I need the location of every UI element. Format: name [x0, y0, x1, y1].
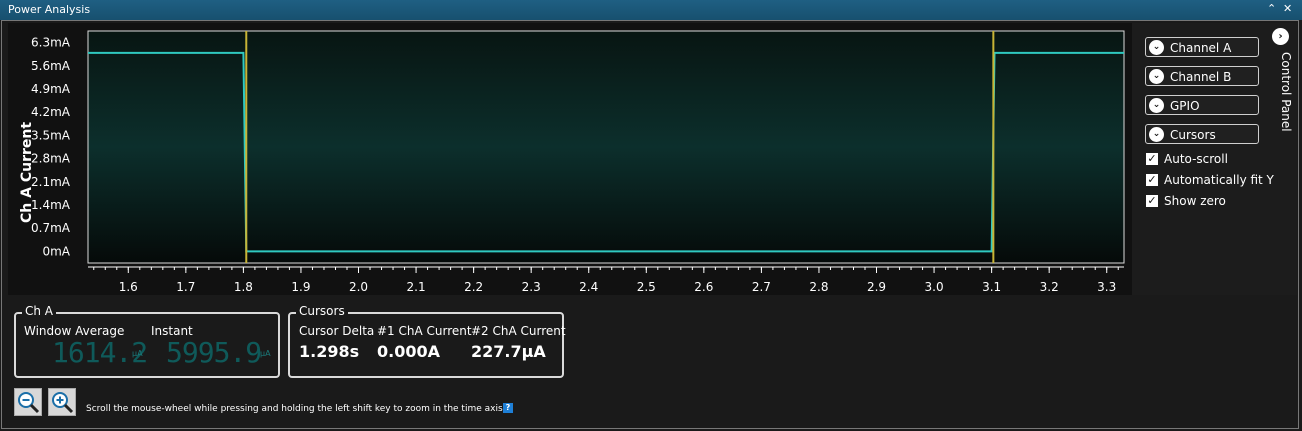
chevron-down-icon: ⌄: [1149, 69, 1164, 84]
x-tick-label: 2.0: [349, 280, 368, 294]
zoom-out-icon: [18, 392, 40, 414]
x-tick-label: 3.0: [925, 280, 944, 294]
window-average-value: 1614.2: [52, 336, 148, 369]
y-tick-label: 2.1mA: [31, 175, 71, 189]
x-tick-label: 2.6: [694, 280, 713, 294]
x-tick-label: 1.6: [119, 280, 138, 294]
chart-area[interactable]: 6.3mA 5.6mA 4.9mA 4.2mA 3.5mA 2.8mA 2.1mA 1.4mA…: [8, 23, 1132, 295]
cursor2-current-label: #2 ChA Current: [471, 324, 566, 338]
x-tick-label: 2.3: [522, 280, 541, 294]
channel-a-label: Channel A: [1170, 41, 1232, 55]
instant-value: 5995.9: [166, 336, 262, 369]
zoom-hint-text: Scroll the mouse-wheel while pressing an…: [86, 404, 506, 414]
auto-fit-y-label: Automatically fit Y: [1164, 173, 1274, 187]
chevron-down-icon: ⌄: [1149, 40, 1164, 55]
y-tick-label: 4.2mA: [31, 105, 71, 119]
current-chart[interactable]: 6.3mA 5.6mA 4.9mA 4.2mA 3.5mA 2.8mA 2.1mA 1.4mA…: [8, 23, 1132, 295]
x-tick-label: 1.8: [234, 280, 253, 294]
title-bar: Power Analysis ⌃ ✕: [0, 0, 1302, 20]
x-tick-label: 2.5: [637, 280, 656, 294]
window-average-label: Window Average: [24, 324, 125, 338]
zoom-in-icon: [52, 392, 74, 414]
x-tick-label: 2.2: [464, 280, 483, 294]
cursor-delta-label: Cursor Delta: [299, 324, 375, 338]
show-zero-label: Show zero: [1164, 194, 1226, 208]
cursor2-current-value: 227.7µA: [471, 342, 546, 361]
control-panel-label[interactable]: Control Panel: [1279, 52, 1293, 132]
channel-b-label: Channel B: [1170, 70, 1232, 84]
cursor1-current-label: #1 ChA Current: [377, 324, 472, 338]
cursor1-current-value: 0.000A: [377, 342, 440, 361]
chevron-down-icon: ⌄: [1149, 127, 1164, 142]
series-line: [88, 51, 1124, 253]
x-tick-label: 2.4: [579, 280, 598, 294]
y-tick-label: 4.9mA: [31, 82, 71, 96]
chevron-down-icon: ⌄: [1149, 98, 1164, 113]
y-tick-label: 0.7mA: [31, 221, 71, 235]
cursors-legend: Cursors: [296, 304, 348, 318]
chevron-right-icon[interactable]: ›: [1272, 28, 1289, 45]
y-tick-label: 5.6mA: [31, 59, 71, 73]
checkmark-icon: ✓: [1146, 194, 1158, 207]
chevron-up-icon[interactable]: ⌃: [1267, 2, 1277, 15]
window-title: Power Analysis: [8, 3, 91, 16]
x-tick-label: 1.9: [291, 280, 310, 294]
y-tick-label: 2.8mA: [31, 152, 71, 166]
instant-label: Instant: [151, 324, 193, 338]
close-icon[interactable]: ✕: [1283, 2, 1293, 15]
x-tick-label: 3.1: [982, 280, 1001, 294]
gpio-label: GPIO: [1170, 99, 1200, 113]
cha-group: Ch A: [14, 304, 280, 378]
cursors-label: Cursors: [1170, 128, 1216, 142]
window-average-unit: µA: [132, 349, 143, 358]
zoom-out-button[interactable]: [14, 388, 42, 416]
y-axis-title: Ch A Current: [19, 121, 35, 223]
checkmark-icon: ✓: [1146, 173, 1158, 186]
zoom-in-button[interactable]: [48, 388, 76, 416]
y-tick-label: 0mA: [42, 244, 70, 258]
y-tick-label: 3.5mA: [31, 128, 71, 142]
help-icon[interactable]: ?: [503, 403, 513, 413]
checkmark-icon: ✓: [1146, 152, 1158, 165]
x-tick-label: 2.9: [867, 280, 886, 294]
plot-background: [87, 30, 1125, 264]
auto-scroll-label: Auto-scroll: [1164, 152, 1228, 166]
control-panel: ⌄ Channel A ⌄ Channel B ⌄ GPIO ⌄ Cursors…: [1132, 23, 1297, 295]
y-tick-label: 1.4mA: [31, 198, 71, 212]
x-tick-label: 3.3: [1097, 280, 1116, 294]
channel-a-section[interactable]: ⌄ Channel A: [1145, 37, 1259, 57]
window-frame: [1, 20, 1299, 429]
cursors-section[interactable]: ⌄ Cursors: [1145, 124, 1259, 144]
y-tick-label: 6.3mA: [31, 36, 71, 50]
instant-unit: µA: [260, 349, 271, 358]
cha-legend: Ch A: [22, 304, 57, 318]
x-tick-label: 1.7: [176, 280, 195, 294]
cursors-group: Cursors: [288, 304, 564, 378]
x-tick-label: 2.7: [752, 280, 771, 294]
gpio-section[interactable]: ⌄ GPIO: [1145, 95, 1259, 115]
cursor-delta-value: 1.298s: [299, 342, 360, 361]
x-tick-label: 2.8: [809, 280, 828, 294]
channel-b-section[interactable]: ⌄ Channel B: [1145, 66, 1259, 86]
x-tick-label: 2.1: [407, 280, 426, 294]
x-tick-label: 3.2: [1040, 280, 1059, 294]
